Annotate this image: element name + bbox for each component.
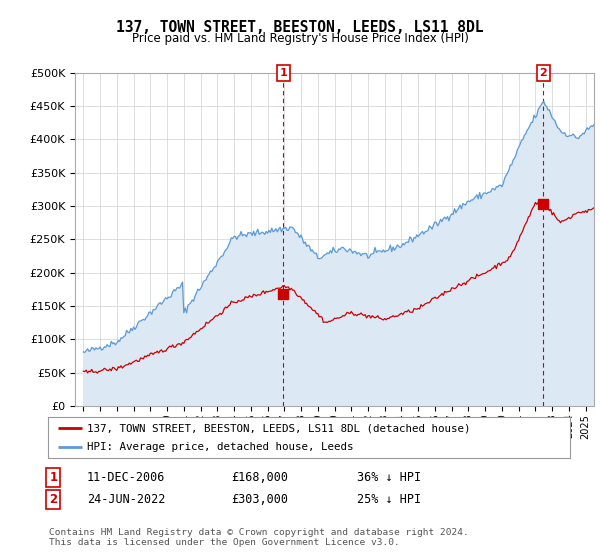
Text: 2: 2 — [539, 68, 547, 78]
Text: 36% ↓ HPI: 36% ↓ HPI — [357, 470, 421, 484]
Text: £303,000: £303,000 — [231, 493, 288, 506]
Text: 2: 2 — [49, 493, 58, 506]
Text: Contains HM Land Registry data © Crown copyright and database right 2024.
This d: Contains HM Land Registry data © Crown c… — [49, 528, 469, 547]
Text: 1: 1 — [280, 68, 287, 78]
Text: 11-DEC-2006: 11-DEC-2006 — [87, 470, 166, 484]
Text: 1: 1 — [49, 470, 58, 484]
Text: 24-JUN-2022: 24-JUN-2022 — [87, 493, 166, 506]
Text: £168,000: £168,000 — [231, 470, 288, 484]
Text: 137, TOWN STREET, BEESTON, LEEDS, LS11 8DL: 137, TOWN STREET, BEESTON, LEEDS, LS11 8… — [116, 20, 484, 35]
Text: 25% ↓ HPI: 25% ↓ HPI — [357, 493, 421, 506]
Text: HPI: Average price, detached house, Leeds: HPI: Average price, detached house, Leed… — [87, 442, 353, 452]
Text: Price paid vs. HM Land Registry's House Price Index (HPI): Price paid vs. HM Land Registry's House … — [131, 32, 469, 45]
Text: 137, TOWN STREET, BEESTON, LEEDS, LS11 8DL (detached house): 137, TOWN STREET, BEESTON, LEEDS, LS11 8… — [87, 423, 470, 433]
